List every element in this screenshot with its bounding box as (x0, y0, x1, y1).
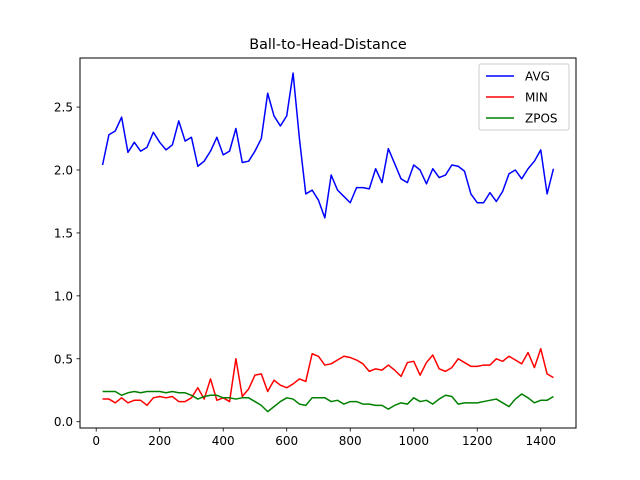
x-tick-label: 400 (212, 434, 235, 448)
x-tick-label: 800 (339, 434, 362, 448)
legend-label-avg: AVG (525, 70, 550, 84)
x-tick-label: 1400 (525, 434, 556, 448)
legend-label-min: MIN (525, 91, 548, 105)
y-tick-label: 2.0 (54, 164, 73, 178)
chart-title: Ball-to-Head-Distance (249, 37, 407, 53)
y-tick-label: 1.0 (54, 289, 73, 303)
y-tick-label: 2.5 (54, 101, 73, 115)
legend-box (478, 63, 570, 131)
x-tick-label: 1000 (398, 434, 429, 448)
plot-area-frame (79, 57, 577, 429)
y-tick-label: 0.0 (54, 415, 73, 429)
x-tick-label: 200 (148, 434, 171, 448)
series-line-zpos (102, 390, 554, 413)
y-tick-label: 0.5 (54, 352, 73, 366)
series-line-min (102, 347, 554, 407)
x-tick-label: 600 (275, 434, 298, 448)
y-tick-label: 1.5 (54, 226, 73, 240)
legend-label-zpos: ZPOS (525, 112, 558, 126)
series-line-avg (101, 72, 555, 219)
legend: AVG MIN ZPOS (478, 63, 570, 131)
x-tick-label: 0 (92, 434, 100, 448)
x-tick-label: 1200 (462, 434, 493, 448)
